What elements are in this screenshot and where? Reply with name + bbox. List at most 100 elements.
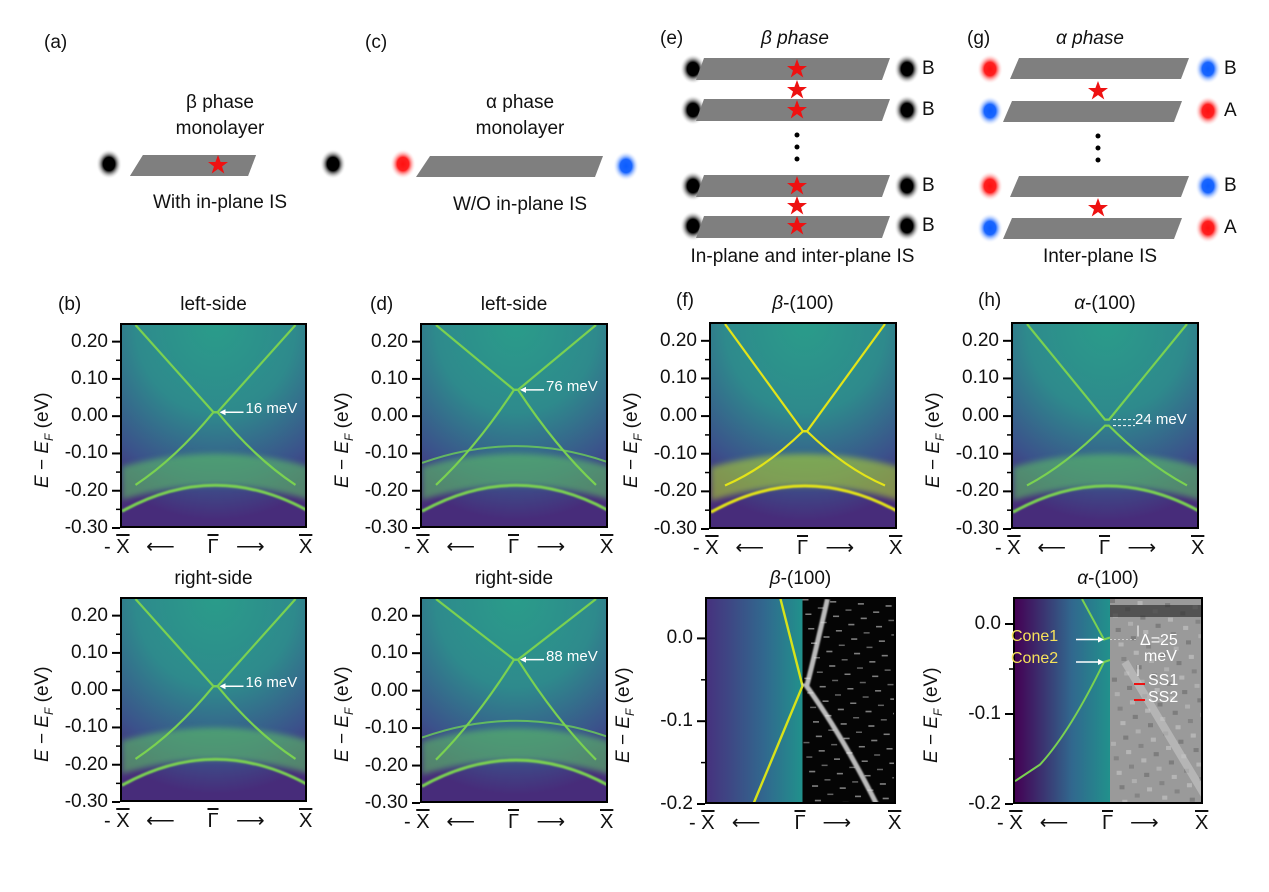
atom-red [390,149,416,179]
y-axis-ticks [701,339,709,530]
layer-label: B [922,58,935,79]
speckle [803,741,810,744]
speckle [1190,733,1196,738]
heatmap-frame [705,597,896,804]
arrow-left-icon: ⟵ [146,810,175,832]
speckle [854,652,861,655]
y-axis-label: E − EF (eV) [923,391,947,488]
speckle [866,646,873,649]
x-label-gamma: Γ [797,537,809,559]
ellipsis-dots-icon [794,132,800,162]
speckle [808,627,815,630]
speckle [881,654,888,657]
layer-row-1 [977,54,1221,84]
speckle [1126,750,1132,755]
bulk-band-line [422,483,606,513]
y-tick-label: -0.10 [955,442,999,464]
speckle [1136,665,1142,670]
y-tick-label: -0.1 [968,703,1001,724]
speckle [1132,714,1138,719]
x-label-minus-x: - X [404,536,430,558]
x-label-gamma: Γ [508,811,520,833]
speckle [816,671,823,673]
y-tick-label: 0.20 [371,330,408,352]
arrow-right-icon: ⟶ [536,811,566,833]
x-label-x: X [1191,537,1205,559]
speckle [834,758,841,760]
speckle [878,640,885,642]
speckle [1178,739,1184,744]
speckle [811,642,818,644]
arrow-left-icon: ⟵ [1037,537,1066,559]
heatmap-plot [1013,324,1197,527]
speckle [1202,792,1203,796]
speckle [845,609,852,611]
heatmap-frame [1013,597,1203,804]
speckle [859,681,866,684]
speckle [1153,752,1159,757]
speckle [852,781,859,783]
energy-annotation: 16 meV [245,400,298,418]
heatmap-background [711,324,895,527]
x-label-gamma: Γ [207,536,219,558]
speckle [812,785,819,787]
speckle [879,783,886,785]
speckle [1155,623,1161,628]
speckle [890,698,894,700]
heatmap-plot [122,325,305,526]
x-label-gamma: Γ [1099,537,1111,559]
speckle [1140,615,1146,620]
speckle [1186,640,1191,645]
speckle [861,760,868,762]
star-icon [1088,198,1108,217]
speckle [1200,712,1201,717]
speckle [884,669,891,671]
speckle [805,613,812,615]
y-axis-label: E − EF (eV) [621,391,645,488]
speckle [817,607,824,609]
x-label-gamma: Γ [508,536,520,558]
panel-label-d: (d) [370,294,394,315]
y-axis-label: E − EF (eV) [32,391,56,488]
speckle [1201,649,1203,653]
atom-blue [613,151,639,181]
speckle [809,770,816,773]
speckle [891,634,894,636]
y-tick-label: 0.10 [660,367,697,389]
speckle [836,772,843,775]
y-tick-label: -0.20 [955,480,999,502]
y-tick-label: 0.20 [371,604,408,626]
speckle [889,762,894,765]
y-tick-label: 0.10 [962,367,999,389]
speckle [1116,770,1122,775]
panel-label-e: (e) [660,28,684,49]
panel-g-schematic [977,54,1221,243]
y-tick-label: -0.20 [64,753,108,775]
bulk-band-line [711,484,895,514]
speckle [835,630,842,632]
speckle [1133,650,1139,655]
speckle [892,777,894,779]
speckle [1129,700,1135,705]
y-tick-label: 0.10 [71,367,108,389]
arrow-left-icon: ⟵ [731,812,761,834]
bulk-band-glow [422,728,606,776]
speckle [1158,638,1164,643]
y-tick-label: 0.20 [962,329,999,351]
arrow-left-icon: ⟵ [446,536,475,558]
heatmap-frame [420,323,608,528]
heatmap-frame [120,323,307,528]
atom-black-right [320,149,346,179]
x-label-minus-x: - X [104,810,130,832]
y-axis-ticks [697,637,705,805]
experimental-band [801,599,879,802]
arrow-right-icon: ⟶ [536,536,566,558]
speckle [842,801,849,802]
speckle [1130,636,1136,641]
arrowhead-icon [1098,659,1104,665]
arrow-right-icon: ⟶ [235,536,265,558]
speckle [858,745,865,748]
x-label-gamma: Γ [207,810,219,832]
y-tick-label: 0.00 [660,405,697,427]
bulk-band-glow [122,453,305,501]
